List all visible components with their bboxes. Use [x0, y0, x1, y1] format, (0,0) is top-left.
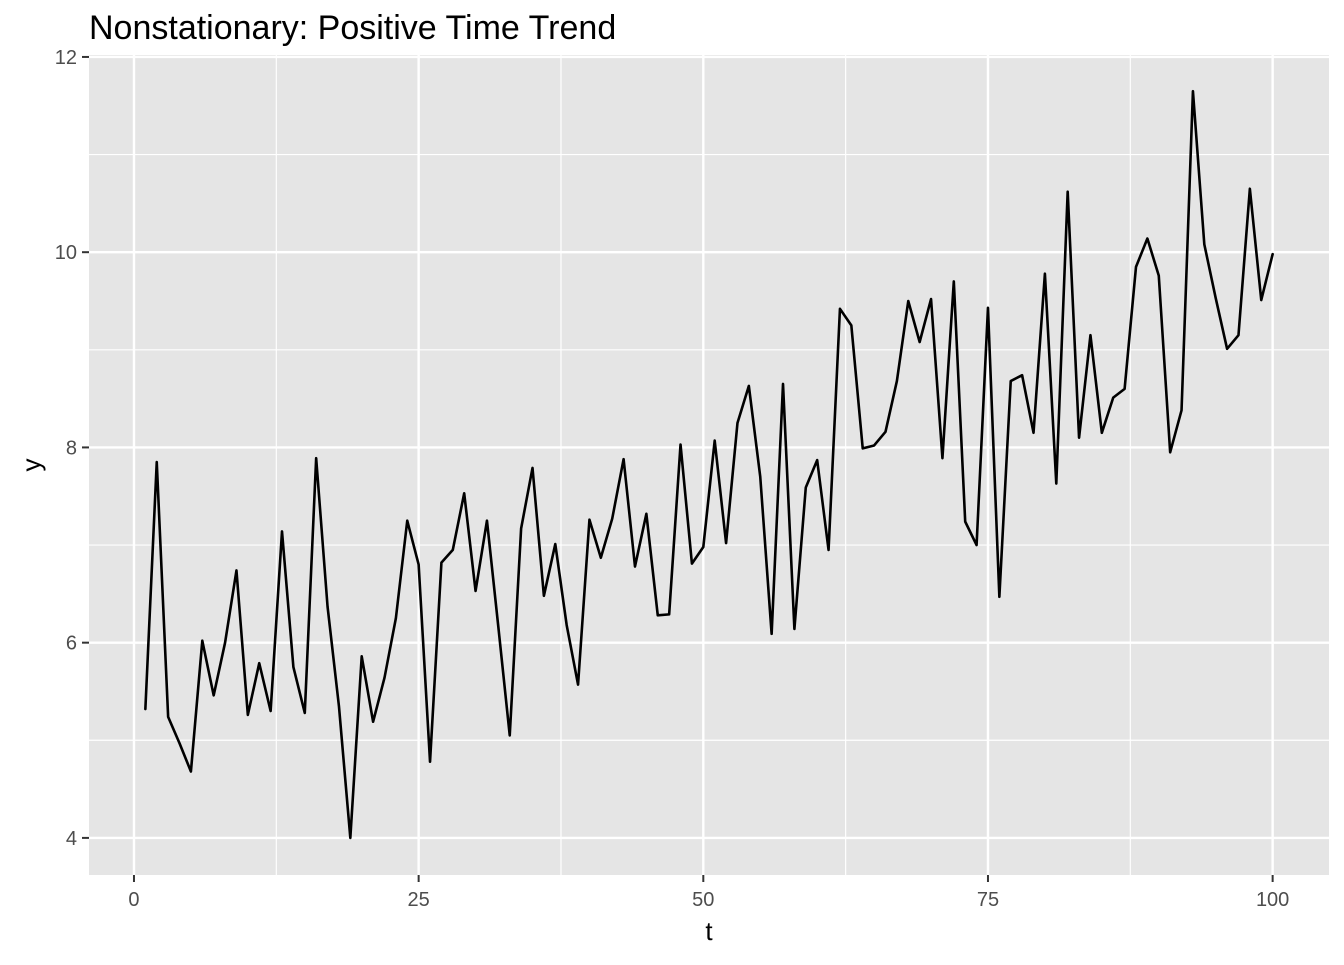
plot-panel	[89, 55, 1329, 875]
y-tick-label-1: 6	[66, 633, 77, 655]
x-tick-label-3: 75	[977, 889, 999, 911]
series-layer	[144, 89, 1274, 840]
x-tick-label-0: 0	[128, 889, 139, 911]
series-line-0	[144, 89, 1274, 840]
major-gridlines	[89, 55, 1329, 875]
x-axis: 0 25 50 75 100	[128, 875, 1289, 911]
chart-title: Nonstationary: Positive Time Trend	[89, 9, 616, 47]
y-tick-label-0: 4	[66, 828, 77, 850]
x-axis-title: t	[705, 916, 713, 946]
x-tick-label-2: 50	[692, 889, 714, 911]
x-tick-label-1: 25	[408, 889, 430, 911]
minor-gridlines	[89, 55, 1329, 875]
y-tick-label-3: 10	[55, 242, 77, 264]
y-axis-title: y	[16, 459, 46, 472]
x-tick-label-4: 100	[1256, 889, 1289, 911]
y-axis: 4 6 8 10 12	[55, 47, 89, 850]
y-tick-label-4: 12	[55, 47, 77, 69]
y-tick-label-2: 8	[66, 437, 77, 459]
